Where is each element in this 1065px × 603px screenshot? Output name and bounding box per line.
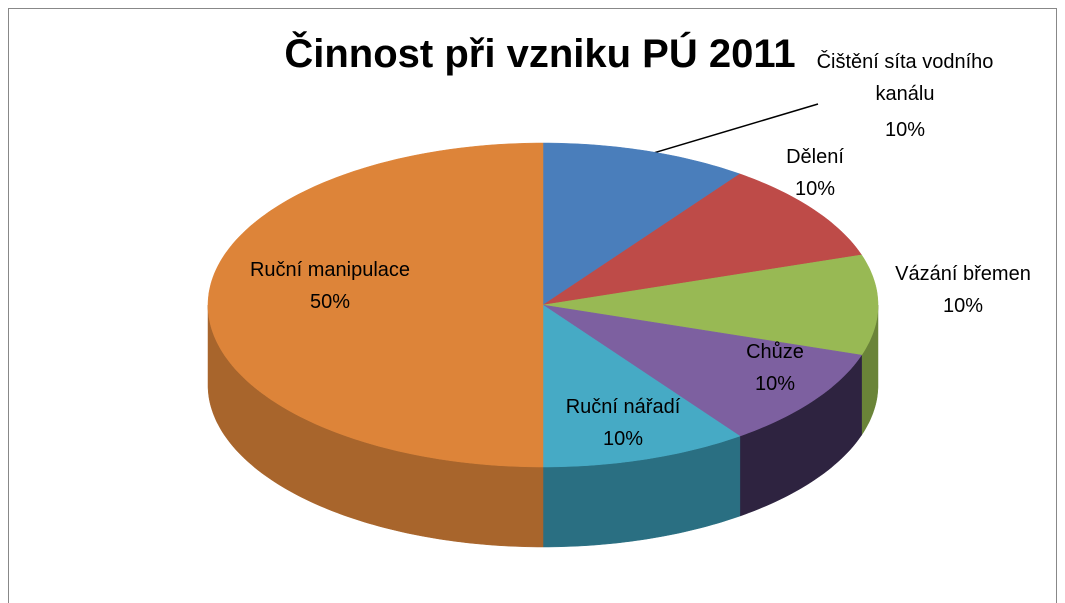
chart-frame [8,8,1057,603]
slice [542,254,879,356]
leader-line [629,103,819,161]
value-label: 10% [754,373,796,395]
slice-label: Vázání břemen [895,263,1031,285]
slice [542,173,863,306]
value-label: 50% [309,291,351,313]
slice [207,142,544,468]
slice-label: Ruční nářadí [565,396,681,418]
slice [542,304,863,437]
chart-title: Činnost při vzniku PÚ 2011 [284,32,796,76]
slice-label: Čištění síta vodního kanálu [816,51,994,105]
slice-label: Dělení [786,146,844,168]
value-label: 10% [884,119,926,141]
value-label: 10% [942,295,984,317]
slice [542,304,741,468]
value-label: 10% [602,428,644,450]
slice [542,142,741,306]
slice-label: Chůze [746,341,804,363]
slice-label: Ruční manipulace [249,259,411,281]
value-label: 10% [794,178,836,200]
